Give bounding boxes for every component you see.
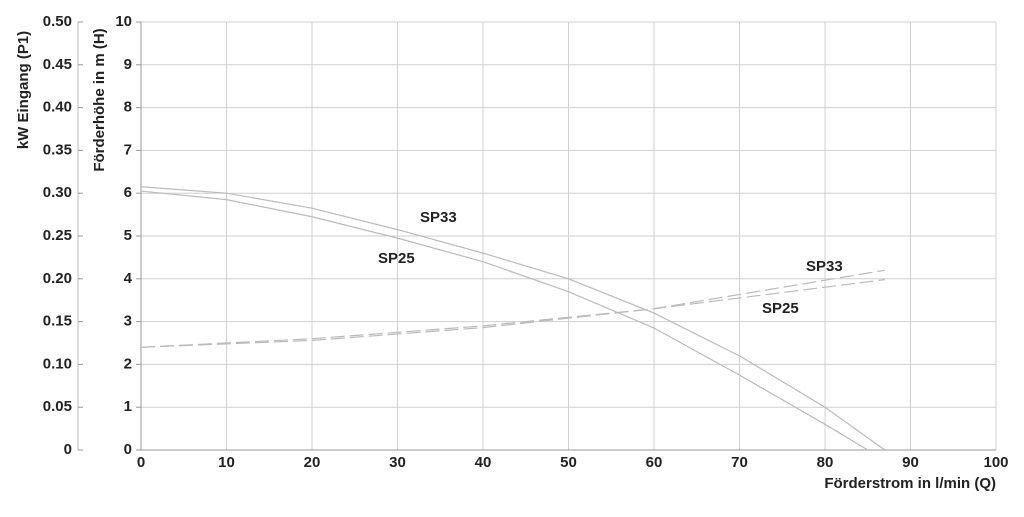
y2-tick-label: 0.10 — [43, 355, 72, 372]
x-tick-label: 40 — [475, 454, 492, 471]
y2-tick-label: 0 — [64, 441, 72, 458]
y-tick-label: 5 — [124, 227, 132, 244]
y2-tick-label: 0.45 — [43, 56, 72, 73]
y2-tick-label: 0.15 — [43, 313, 72, 330]
y-tick-label: 3 — [124, 313, 132, 330]
y-tick-label: 10 — [115, 13, 132, 30]
x-tick-label: 0 — [137, 454, 145, 471]
y2-tick-label: 0.30 — [43, 184, 72, 201]
y2-tick-label: 0.35 — [43, 141, 72, 158]
y-tick-label: 8 — [124, 99, 132, 116]
series-line — [140, 186, 886, 451]
series-line — [140, 279, 885, 348]
x-tick-label: 10 — [218, 454, 235, 471]
series-line — [140, 269, 885, 348]
y-tick-label: 7 — [124, 141, 132, 158]
x-tick-label: 20 — [304, 454, 321, 471]
x-tick-label: 80 — [817, 454, 834, 471]
series-label: SP33 — [806, 258, 843, 275]
series-label: SP25 — [762, 300, 799, 317]
series-label: SP25 — [378, 250, 415, 267]
y2-tick-label: 0.25 — [43, 227, 72, 244]
y2-tick-label: 0.20 — [43, 270, 72, 287]
series-label: SP33 — [420, 209, 457, 226]
x-tick-label: 60 — [646, 454, 663, 471]
x-tick-label: 70 — [731, 454, 748, 471]
y-axis-label: Förderhöhe in m (H) — [91, 28, 108, 171]
x-axis-label: Förderstrom in l/min (Q) — [824, 475, 996, 492]
series-line — [140, 190, 869, 451]
x-tick-label: 50 — [560, 454, 577, 471]
y-tick-label: 4 — [124, 270, 133, 287]
y2-tick-label: 0.50 — [43, 13, 72, 30]
x-tick-label: 30 — [389, 454, 406, 471]
y-tick-label: 0 — [124, 441, 132, 458]
y-tick-label: 6 — [124, 184, 132, 201]
x-tick-label: 90 — [902, 454, 919, 471]
x-tick-label: 100 — [983, 454, 1008, 471]
y-tick-label: 2 — [124, 355, 132, 372]
y2-tick-label: 0.40 — [43, 99, 72, 116]
y-tick-label: 1 — [124, 398, 132, 415]
y-tick-label: 9 — [124, 56, 132, 73]
y2-tick-label: 0.05 — [43, 398, 72, 415]
y2-axis-label: kW Eingang (P1) — [15, 31, 32, 149]
